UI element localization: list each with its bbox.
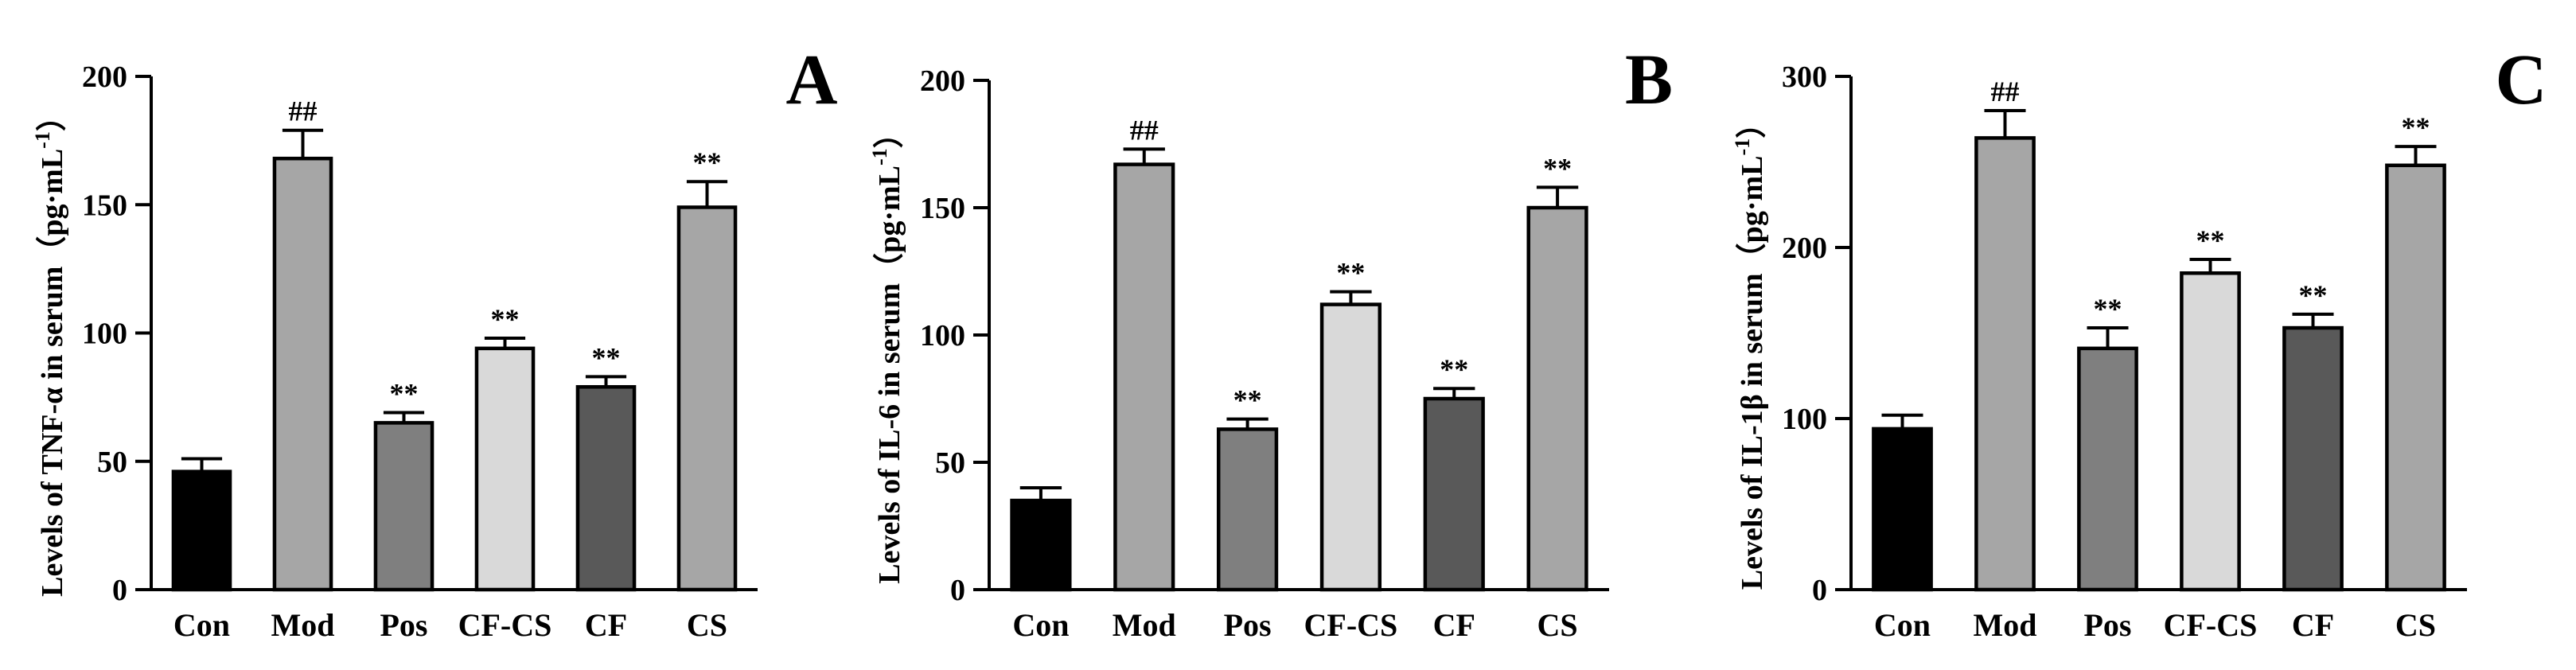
significance-marker: ** [2402, 111, 2430, 143]
x-tick-label: Mod [1113, 607, 1176, 643]
y-axis-label: Levels of IL-6 in serum（pg·mL-1） [868, 118, 906, 583]
x-tick-label: CF [1433, 607, 1475, 643]
significance-marker: ** [2299, 279, 2328, 311]
x-tick-label: CS [2395, 607, 2436, 643]
x-tick-label: CF-CS [2164, 607, 2258, 643]
bar-con [171, 469, 232, 592]
bar-cs [1526, 205, 1588, 592]
chart-panel-B: 0 50 100 150 200 Con ## Mod ** Pos ** CF-CS ** CF ** CS… [868, 41, 1673, 643]
y-axis-label-tail: ） [36, 101, 69, 131]
y-axis-label-tail: ） [1736, 108, 1769, 138]
significance-marker: ** [390, 377, 419, 409]
chart-panel-C: 0 100 200 300 Con ## Mod ** Pos ** CF-CS ** CF ** CS Le… [1731, 41, 2547, 643]
significance-marker: ## [1991, 76, 2020, 107]
panel-label: B [1625, 41, 1673, 119]
x-tick-label: Pos [1224, 607, 1272, 643]
x-tick-label: Con [1012, 607, 1069, 643]
x-tick-label: Con [1874, 607, 1931, 643]
bar-cf-cs [2180, 271, 2241, 592]
significance-marker: ** [1440, 353, 1468, 385]
x-tick-label: Con [173, 607, 230, 643]
bar-cs [676, 205, 738, 592]
bar-con [1010, 498, 1072, 592]
y-axis-label-main: Levels of IL-1β in serum（pg·mL [1736, 155, 1769, 590]
significance-marker: ** [592, 341, 621, 373]
x-tick-label: Pos [2084, 607, 2132, 643]
significance-marker: ** [693, 146, 722, 178]
significance-marker: ** [1336, 257, 1365, 289]
y-tick-label: 200 [82, 60, 127, 94]
bar-cf [575, 384, 637, 592]
significance-marker: ** [2196, 224, 2225, 256]
y-tick-label: 0 [950, 574, 965, 607]
y-tick-label: 100 [82, 317, 127, 351]
bar-con [1872, 427, 1933, 592]
bar-mod [272, 156, 333, 592]
y-axis-label: Levels of TNF-α in serum（pg·mL-1） [31, 101, 69, 597]
bar-mod [1113, 162, 1175, 592]
bar-mod [1974, 136, 2036, 592]
panel-label: C [2496, 41, 2547, 119]
y-tick-label: 300 [1782, 60, 1827, 94]
x-tick-label: CF-CS [458, 607, 552, 643]
x-tick-label: Pos [380, 607, 428, 643]
x-tick-label: CS [687, 607, 727, 643]
bar-cf [2282, 325, 2344, 592]
chart-panel-A: 0 50 100 150 200 Con ## Mod ** Pos ** CF-CS ** CF ** CS… [31, 41, 838, 643]
y-tick-label: 0 [112, 574, 127, 607]
bar-pos [373, 421, 435, 592]
y-axis-label-tail: ） [873, 118, 906, 148]
significance-marker: ** [1543, 152, 1572, 184]
y-tick-label: 50 [97, 446, 127, 479]
y-tick-label: 150 [920, 192, 965, 225]
y-tick-label: 100 [920, 319, 965, 353]
bar-pos [2077, 346, 2138, 592]
x-tick-label: Mod [1974, 607, 2037, 643]
x-tick-label: CF [585, 607, 627, 643]
y-tick-label: 0 [1812, 574, 1827, 607]
panel-label: A [786, 41, 838, 119]
y-axis-label-unit-exponent: -1 [868, 148, 891, 166]
y-tick-label: 200 [1782, 232, 1827, 265]
significance-marker: ** [1233, 384, 1262, 416]
significance-marker: ## [289, 95, 318, 127]
x-tick-label: CF-CS [1304, 607, 1398, 643]
x-tick-label: Mod [271, 607, 335, 643]
significance-marker: ## [1130, 114, 1159, 146]
y-tick-label: 50 [935, 446, 965, 480]
y-axis-label: Levels of IL-1β in serum（pg·mL-1） [1731, 108, 1769, 590]
bar-cf [1423, 396, 1485, 592]
bar-cf-cs [1319, 302, 1382, 592]
y-axis-label-unit-exponent: -1 [1731, 138, 1754, 156]
y-tick-label: 200 [920, 64, 965, 98]
x-tick-label: CS [1537, 607, 1578, 643]
bar-cf-cs [474, 346, 536, 592]
significance-marker: ** [2094, 293, 2122, 325]
y-tick-label: 150 [82, 189, 127, 222]
bar-pos [1216, 427, 1279, 592]
y-axis-label-main: Levels of IL-6 in serum（pg·mL [873, 166, 906, 584]
y-axis-label-unit-exponent: -1 [31, 131, 54, 149]
significance-marker: ** [491, 303, 520, 335]
y-tick-label: 100 [1782, 403, 1827, 436]
y-axis-label-main: Levels of TNF-α in serum（pg·mL [36, 149, 69, 597]
x-tick-label: CF [2292, 607, 2334, 643]
bar-cs [2385, 163, 2446, 592]
